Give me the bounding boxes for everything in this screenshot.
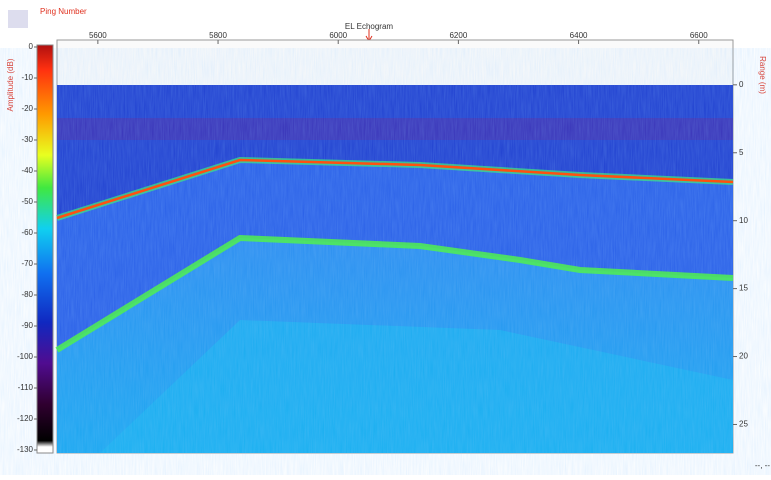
colorbar-tick-label: -100 bbox=[17, 352, 34, 361]
x-tick-label: 6400 bbox=[570, 31, 588, 40]
colorbar-tick-label: -110 bbox=[18, 383, 34, 392]
x-tick-label: 6000 bbox=[329, 31, 347, 40]
colorbar-tick-label: -60 bbox=[21, 228, 33, 237]
colorbar-tick-label: -30 bbox=[21, 135, 33, 144]
echogram-window: Ping Number EL Echogram Amplitude (dB) R… bbox=[0, 0, 771, 475]
colorbar-tick-label: -70 bbox=[21, 259, 33, 268]
y-tick-label: 0 bbox=[739, 80, 744, 89]
colorbar-tick-label: -90 bbox=[21, 321, 33, 330]
colorbar-tick-label: -120 bbox=[17, 414, 34, 423]
y-tick-label: 15 bbox=[739, 284, 748, 293]
y-tick-label: 10 bbox=[739, 216, 748, 225]
colorbar-tick-label: -10 bbox=[21, 73, 33, 82]
status-text: --, -- bbox=[755, 461, 770, 470]
colorbar-tick-label: -130 bbox=[17, 445, 34, 454]
x-tick-label: 5600 bbox=[89, 31, 107, 40]
colorbar-tick-label: -40 bbox=[21, 166, 33, 175]
colorbar-tick-label: -80 bbox=[21, 290, 33, 299]
colorbar-tick-label: 0 bbox=[29, 42, 34, 51]
y-axis-label: Range (m) bbox=[758, 56, 767, 94]
colorbar-tick-label: -50 bbox=[21, 197, 33, 206]
y-tick-label: 25 bbox=[739, 420, 748, 429]
colorbar bbox=[37, 45, 53, 453]
x-axis-label: Ping Number bbox=[40, 7, 87, 16]
y-tick-label: 5 bbox=[739, 148, 744, 157]
y-tick-label: 20 bbox=[739, 352, 748, 361]
x-tick-label: 6600 bbox=[690, 31, 708, 40]
app-logo bbox=[8, 10, 28, 28]
x-tick-label: 5800 bbox=[209, 31, 227, 40]
x-tick-label: 6200 bbox=[449, 31, 467, 40]
echogram-image bbox=[57, 85, 733, 453]
colorbar-tick-label: -20 bbox=[21, 104, 33, 113]
colorbar-label: Amplitude (dB) bbox=[6, 58, 15, 111]
